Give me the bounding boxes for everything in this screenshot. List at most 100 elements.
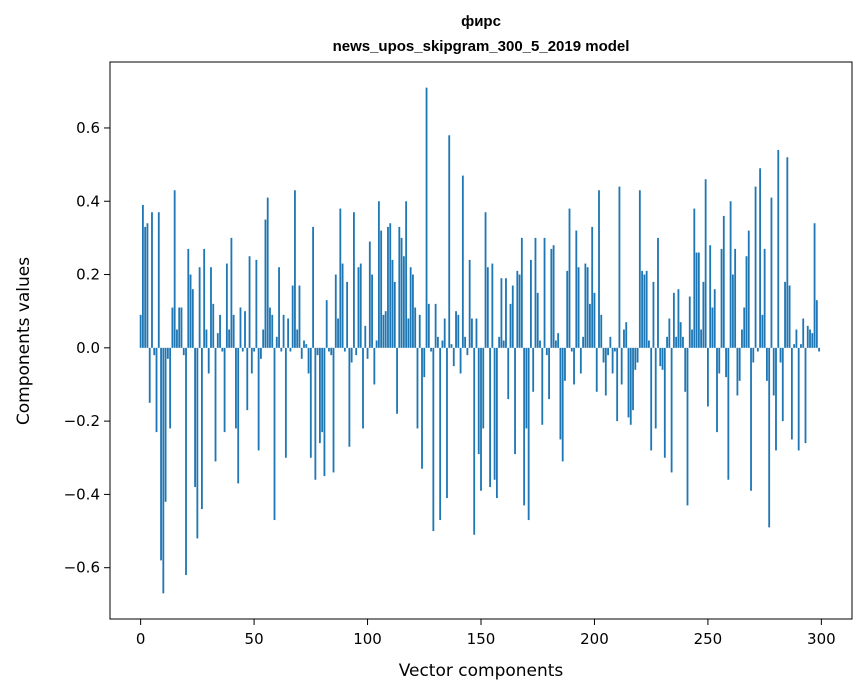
bar [579, 347, 582, 374]
x-tick-label: 300 [807, 630, 836, 648]
bar [815, 300, 818, 348]
bar [525, 347, 528, 429]
bar [448, 135, 451, 348]
bar [577, 267, 580, 348]
bar [237, 347, 240, 484]
bar [693, 208, 696, 348]
bar [223, 347, 226, 433]
bar [668, 318, 671, 348]
bar [380, 230, 383, 348]
bar [557, 333, 560, 348]
bar [641, 270, 644, 348]
bar [353, 212, 355, 348]
plot-frame [109, 61, 853, 620]
bar [235, 347, 237, 429]
bar [178, 307, 181, 348]
bar [309, 347, 312, 458]
bar [554, 340, 557, 348]
bar [593, 292, 596, 348]
bar [743, 307, 746, 348]
bar [377, 201, 380, 348]
bar [627, 347, 630, 418]
bar [423, 347, 426, 378]
bar [405, 201, 408, 348]
bar [638, 190, 641, 348]
bar [144, 226, 147, 348]
bar [784, 281, 786, 348]
bar [446, 347, 448, 499]
bar [452, 347, 455, 367]
bar [607, 347, 609, 356]
bar [203, 248, 206, 348]
bar [477, 347, 480, 455]
bar [634, 347, 637, 370]
x-tick-label: 0 [136, 630, 146, 648]
bar [210, 267, 212, 348]
bar [173, 190, 176, 348]
bar [713, 289, 716, 348]
x-tick-label: 150 [467, 630, 496, 648]
bar [212, 303, 215, 348]
bar [509, 303, 512, 348]
bar [384, 311, 387, 348]
bar [493, 347, 496, 480]
bar [371, 274, 373, 348]
bar [711, 307, 714, 348]
bar [623, 329, 625, 348]
bar [629, 347, 632, 425]
bar [321, 347, 324, 433]
bar [756, 347, 759, 352]
bar [139, 314, 142, 348]
bar [491, 263, 494, 348]
bar [550, 248, 553, 348]
bar [672, 292, 675, 348]
bar [176, 329, 178, 348]
bar [716, 347, 718, 433]
bar [661, 347, 664, 370]
bar [398, 226, 401, 348]
bar [545, 347, 548, 356]
bar [359, 263, 362, 348]
bar [219, 314, 221, 348]
bar [514, 347, 516, 455]
bar [632, 347, 634, 411]
bar [416, 347, 419, 429]
bar [255, 259, 258, 348]
bar [657, 237, 659, 348]
bar [697, 252, 700, 348]
bar [432, 347, 435, 532]
bar [786, 157, 789, 348]
bar [337, 318, 339, 348]
bar [291, 285, 294, 348]
bar [659, 347, 662, 367]
bar [225, 263, 228, 348]
bar [536, 292, 539, 348]
bar [573, 347, 575, 385]
bar [752, 347, 755, 363]
bar [187, 248, 190, 348]
bar [736, 347, 739, 396]
bar [804, 347, 807, 444]
bar [253, 347, 255, 352]
bar [802, 318, 805, 348]
bar [439, 347, 442, 521]
bar [244, 311, 246, 348]
bar [391, 259, 394, 348]
bar [806, 325, 809, 348]
bar [797, 347, 800, 451]
bar [770, 197, 773, 348]
bar [409, 267, 412, 348]
bar [670, 347, 673, 473]
bar [278, 267, 280, 348]
bar [761, 314, 764, 348]
bar [663, 347, 666, 458]
bar [464, 336, 467, 348]
bar [532, 347, 535, 392]
x-tick-label: 250 [694, 630, 723, 648]
bar [198, 267, 201, 348]
bar [738, 347, 741, 381]
bar [373, 347, 376, 385]
bar [795, 329, 798, 348]
bar [484, 212, 487, 348]
